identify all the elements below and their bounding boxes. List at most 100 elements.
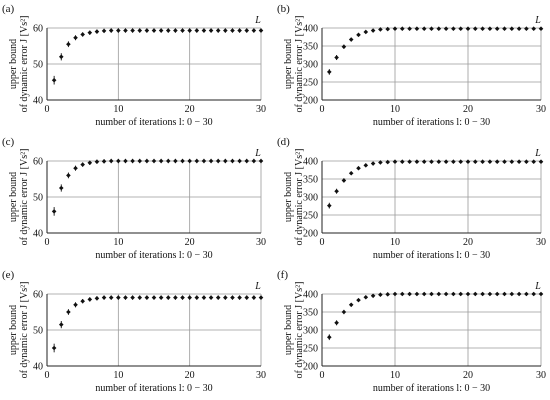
y-tick-label: 350 (303, 308, 318, 319)
data-point (458, 159, 463, 165)
data-point (187, 295, 192, 300)
annotation-label: L (254, 15, 261, 26)
data-point (451, 159, 456, 165)
data-point (116, 158, 121, 164)
data-point (237, 295, 242, 300)
data-point (487, 291, 493, 297)
data-point (137, 295, 143, 300)
x-tick-label: 0 (45, 370, 50, 381)
data-point (414, 159, 420, 165)
x-tick-label: 30 (256, 237, 266, 248)
data-point (87, 297, 93, 302)
x-tick-label: 10 (390, 237, 400, 248)
data-point (414, 26, 420, 32)
data-point (130, 295, 135, 300)
panel-label: (e) (2, 269, 15, 281)
data-point (538, 26, 544, 32)
data-point (370, 293, 376, 299)
data-point (480, 26, 485, 32)
y-tick-label: 250 (303, 78, 318, 89)
data-point (363, 163, 369, 168)
y-axis-label: upper bound (8, 172, 19, 222)
data-point (230, 158, 235, 164)
data-point (180, 158, 185, 164)
data-point (251, 295, 257, 300)
x-axis-label: number of iterations l: 0 − 30 (95, 383, 212, 394)
data-point (516, 26, 522, 32)
data-point (194, 158, 200, 164)
data-point (94, 29, 100, 34)
data-point (144, 295, 150, 300)
y-tick-label: 300 (303, 193, 318, 204)
data-point (531, 26, 536, 32)
annotation-label: L (534, 15, 541, 26)
data-point (58, 185, 64, 191)
data-point (94, 159, 100, 165)
y-tick-label: 250 (303, 344, 318, 355)
data-point (223, 158, 228, 164)
y-tick-label: 60 (33, 157, 43, 168)
data-point (334, 320, 339, 326)
data-point (400, 26, 405, 32)
data-point (494, 291, 500, 297)
data-point (356, 165, 361, 171)
data-point (173, 295, 178, 300)
y-axis-label: of dynamic error J [Vs²] (19, 149, 30, 246)
data-point (251, 28, 257, 33)
x-tick-label: 0 (45, 104, 50, 115)
y-tick-label: 60 (33, 290, 43, 301)
data-point (130, 158, 135, 164)
x-tick-label: 0 (320, 370, 325, 381)
y-tick-label: 350 (303, 175, 318, 186)
data-point (378, 292, 383, 298)
data-point (385, 292, 390, 297)
data-point (51, 209, 57, 214)
data-point (51, 77, 57, 83)
data-point (348, 37, 354, 42)
data-point (230, 28, 235, 33)
data-point (524, 291, 529, 297)
data-point (123, 158, 128, 164)
data-point (187, 158, 192, 164)
data-point (378, 27, 383, 32)
data-point (80, 298, 85, 304)
y-tick-label: 50 (33, 193, 43, 204)
data-point (173, 158, 178, 164)
y-axis-label: of dynamic error J [Vs²] (294, 16, 305, 113)
data-point (158, 158, 164, 164)
x-tick-label: 20 (185, 237, 195, 248)
data-point (80, 162, 85, 167)
data-point (215, 28, 221, 33)
y-tick-label: 50 (33, 326, 43, 337)
data-point (487, 159, 493, 165)
data-point (502, 291, 507, 297)
annotation-label: L (254, 148, 261, 159)
data-point (101, 28, 107, 34)
y-tick-label: 200 (303, 96, 318, 107)
data-point (370, 28, 376, 33)
data-point (73, 165, 78, 171)
data-point (94, 296, 100, 301)
data-point (108, 158, 114, 164)
data-point (407, 26, 412, 32)
annotation-label: L (254, 281, 261, 292)
data-point (436, 291, 442, 297)
data-point (502, 159, 507, 165)
x-tick-label: 10 (113, 237, 123, 248)
panel-label: (a) (2, 3, 15, 15)
data-point (436, 26, 442, 32)
x-tick-label: 20 (463, 104, 473, 115)
data-point (538, 159, 544, 165)
data-point (66, 41, 71, 47)
data-point (363, 29, 369, 35)
x-tick-label: 10 (113, 370, 123, 381)
data-point (458, 291, 463, 297)
x-tick-label: 10 (390, 104, 400, 115)
y-axis-label: upper bound (283, 172, 294, 222)
data-point (123, 28, 128, 33)
x-tick-label: 0 (320, 104, 325, 115)
data-point (509, 291, 515, 297)
data-point (151, 295, 157, 300)
